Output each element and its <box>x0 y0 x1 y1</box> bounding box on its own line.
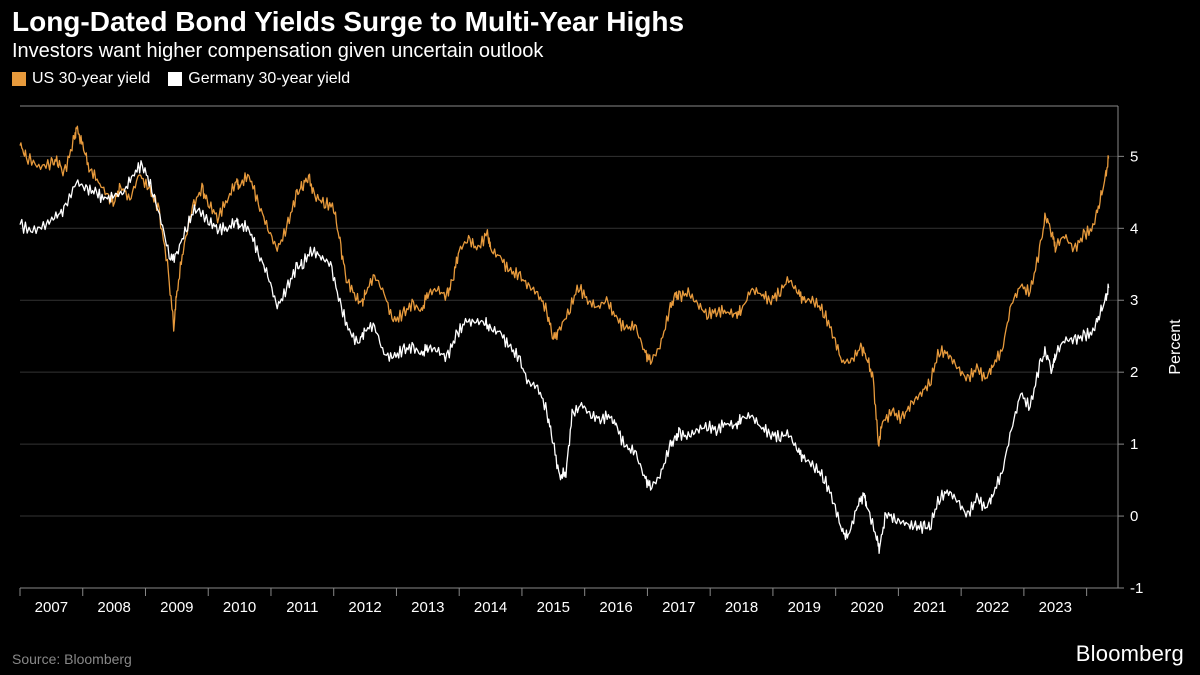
svg-text:2019: 2019 <box>788 599 821 616</box>
chart-legend: US 30-year yield Germany 30-year yield <box>12 70 350 88</box>
legend-item-germany: Germany 30-year yield <box>168 70 350 88</box>
svg-text:2013: 2013 <box>411 599 444 616</box>
svg-text:Percent: Percent <box>1167 319 1184 375</box>
brand-logo: Bloomberg <box>1076 641 1184 667</box>
legend-label: Germany 30-year yield <box>188 70 350 88</box>
legend-item-us: US 30-year yield <box>12 70 150 88</box>
legend-swatch-icon <box>168 72 182 86</box>
svg-text:2017: 2017 <box>662 599 695 616</box>
svg-text:0: 0 <box>1130 508 1138 525</box>
svg-text:2020: 2020 <box>850 599 883 616</box>
svg-text:2015: 2015 <box>537 599 570 616</box>
chart-subtitle: Investors want higher compensation given… <box>12 40 543 63</box>
svg-text:2012: 2012 <box>348 599 381 616</box>
svg-text:2023: 2023 <box>1039 599 1072 616</box>
svg-text:-1: -1 <box>1130 580 1143 597</box>
svg-text:2: 2 <box>1130 364 1138 381</box>
svg-text:3: 3 <box>1130 292 1138 309</box>
legend-label: US 30-year yield <box>32 70 150 88</box>
svg-text:2010: 2010 <box>223 599 256 616</box>
chart-plot: -1 0 1 2 3 4 5 2007 2008 2009 2010 2011 2012 2013 2014… <box>12 100 1188 628</box>
svg-text:2011: 2011 <box>286 599 318 616</box>
svg-text:2016: 2016 <box>599 599 632 616</box>
svg-text:2021: 2021 <box>913 599 946 616</box>
legend-swatch-icon <box>12 72 26 86</box>
svg-text:2008: 2008 <box>97 599 130 616</box>
svg-text:5: 5 <box>1130 148 1138 165</box>
chart-svg: -1 0 1 2 3 4 5 2007 2008 2009 2010 2011 2012 2013 2014… <box>12 100 1188 628</box>
svg-text:4: 4 <box>1130 220 1138 237</box>
svg-text:2022: 2022 <box>976 599 1009 616</box>
svg-text:2007: 2007 <box>35 599 68 616</box>
chart-root: Long-Dated Bond Yields Surge to Multi-Ye… <box>0 0 1200 675</box>
svg-text:2018: 2018 <box>725 599 758 616</box>
svg-text:1: 1 <box>1130 436 1138 453</box>
source-attribution: Source: Bloomberg <box>12 651 132 667</box>
chart-title: Long-Dated Bond Yields Surge to Multi-Ye… <box>12 6 684 38</box>
svg-text:2014: 2014 <box>474 599 507 616</box>
svg-text:2009: 2009 <box>160 599 193 616</box>
